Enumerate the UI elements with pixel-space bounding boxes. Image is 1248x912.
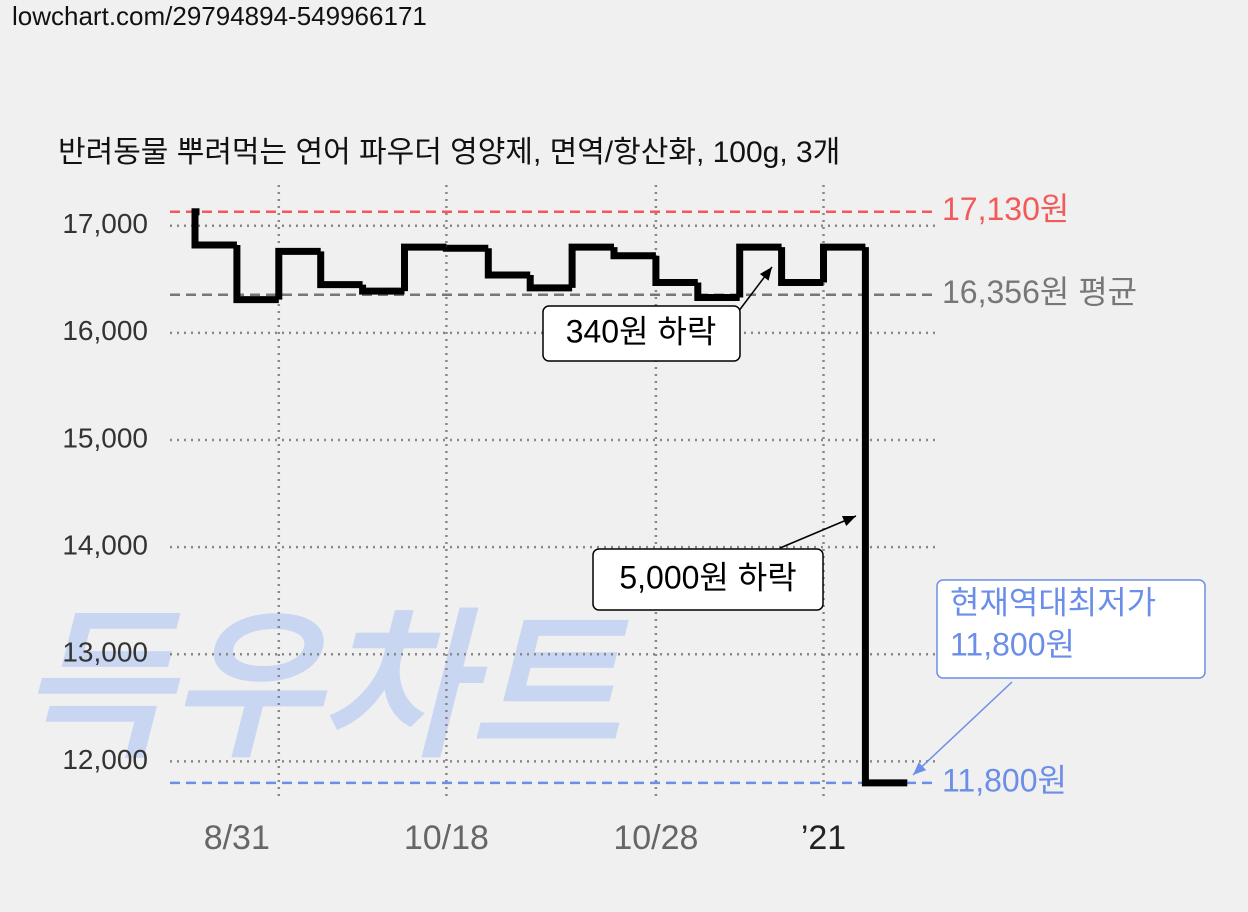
step-segment [778,247,824,286]
step-segment [820,243,866,283]
annotation-box [592,548,824,611]
chart-title: 반려동물 뿌려먹는 연어 파우더 영양제, 면역/항산화, 100g, 3개 [58,136,840,169]
arrow-head [759,267,772,281]
reference-label: 16,356원 평균 [942,274,1137,310]
y-tick-label: 12,000 [62,744,148,775]
y-tick-label: 17,000 [62,208,148,239]
annotation-text: 340원 하락 [566,313,717,349]
annotation-text: 11,800원 [950,626,1075,662]
step-segment [442,244,489,252]
step-segment [694,282,740,301]
step-segment [652,255,698,286]
step-segment [317,251,363,289]
step-segment [484,248,531,279]
step-segment [233,245,279,304]
annotation-arrow [912,681,1013,776]
step-segment [359,284,405,295]
annotation-box [936,579,1206,679]
annotation-box [542,305,741,362]
annotation-arrow [779,515,857,549]
step-segment [275,247,321,300]
header-url: lowchart.com/29794894-549966171 [12,1,427,31]
arrow-head [842,515,856,527]
y-tick-label: 14,000 [62,530,148,561]
step-segment [610,247,656,260]
step-segment [401,243,447,292]
watermark: 득우차트 [20,597,629,776]
x-tick-label: ’21 [801,819,846,857]
step-segment [736,243,782,298]
annotation-text: 현재역대최저가 [950,584,1156,620]
step-segment [861,247,908,787]
step-segment [526,275,573,292]
y-tick-label: 15,000 [62,422,148,453]
reference-label: 17,130원 [942,191,1069,227]
y-tick-label: 16,000 [62,315,148,346]
x-tick-label: 8/31 [204,819,270,857]
x-tick-label: 10/28 [613,819,698,857]
x-tick-label: 10/18 [404,819,489,857]
step-segment [568,243,614,288]
y-tick-label: 13,000 [62,637,148,668]
reference-label: 11,800원 [942,762,1067,798]
step-segment [191,211,237,249]
annotation-text: 5,000원 하락 [619,559,796,595]
arrow-head [913,762,927,775]
